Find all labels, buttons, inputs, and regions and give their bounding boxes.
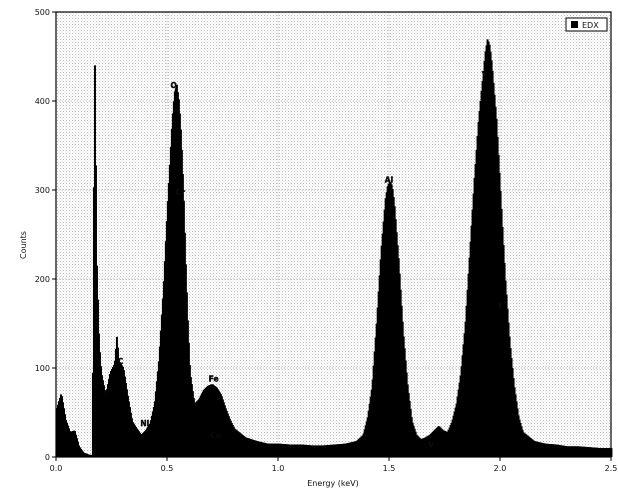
- x-tick-label: 2.0: [494, 464, 507, 473]
- peak-label: Al: [385, 175, 393, 184]
- peak-label: Cr: [176, 188, 186, 197]
- peak-label: Fe: [209, 375, 219, 384]
- y-tick-label: 300: [35, 186, 50, 195]
- peak-label: V: [428, 441, 434, 450]
- y-tick-label: 100: [35, 364, 50, 373]
- legend: EDX: [565, 17, 608, 32]
- peak-label: Cu: [210, 431, 221, 440]
- x-tick-label: 0.5: [161, 464, 174, 473]
- x-axis: 0.0 0.5 1.0 1.5 2.0 2.5: [50, 457, 618, 473]
- x-tick-label: 2.5: [605, 464, 618, 473]
- spectrum-bars: [56, 39, 613, 458]
- plot-background: [56, 12, 611, 457]
- x-tick-label: 1.0: [272, 464, 285, 473]
- peak-label: Ni: [140, 419, 149, 428]
- y-tick-label: 400: [35, 97, 50, 106]
- peak-label: Y: [481, 70, 488, 79]
- y-tick-label: 200: [35, 275, 50, 284]
- x-tick-label: 0.0: [50, 464, 63, 473]
- y-axis: 0 100 200 300 400 500: [35, 8, 56, 462]
- x-tick-label: 1.5: [383, 464, 396, 473]
- y-axis-title: Counts: [19, 231, 28, 259]
- legend-swatch: [571, 21, 578, 28]
- legend-label: EDX: [582, 21, 599, 30]
- peak-label: Y: [496, 302, 503, 311]
- peak-label: C: [118, 357, 124, 366]
- y-tick-label: 0: [45, 453, 50, 462]
- y-tick-label: 500: [35, 8, 50, 17]
- plot-frame: [55, 11, 612, 458]
- peak-label: O: [170, 81, 176, 90]
- x-axis-title: Energy (keV): [307, 479, 359, 488]
- peak-labels: O C Cr Fe Ni Cu Al V Y Y: [117, 70, 503, 450]
